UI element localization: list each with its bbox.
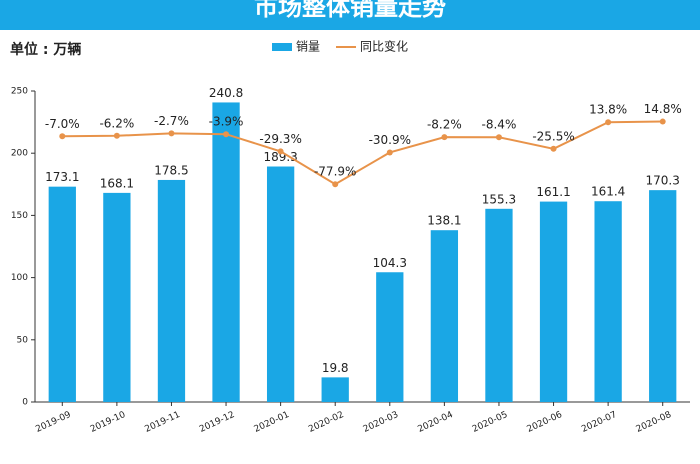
x-tick-label: 2019-10 [89, 410, 128, 435]
y-tick-label: 250 [11, 87, 28, 97]
x-tick-label: 2020-03 [362, 410, 400, 435]
y-tick-label: 100 [11, 273, 28, 283]
legend-label: 同比变化 [360, 39, 408, 54]
x-tick-label: 2020-01 [253, 410, 291, 435]
bar-value-label: 189.3 [263, 150, 297, 164]
line-point [277, 148, 284, 155]
line-point [605, 119, 612, 126]
y-tick-label: 200 [11, 149, 28, 159]
x-tick-label: 2020-08 [635, 410, 674, 435]
line-value-label: 13.8% [589, 103, 627, 117]
line-point [386, 149, 393, 156]
x-tick-label: 2020-06 [526, 410, 565, 435]
legend-label: 销量 [296, 40, 320, 54]
line-point [168, 130, 175, 137]
line-value-label: -30.9% [369, 133, 411, 147]
line [62, 120, 663, 186]
chart-title: 市场整体销量走势 [254, 0, 446, 21]
x-tick-label: 2019-11 [143, 410, 181, 435]
line-point [332, 181, 339, 188]
line-value-label: -6.2% [99, 116, 134, 130]
bar [649, 190, 677, 402]
bar-value-label: 173.1 [45, 170, 79, 184]
line-point [659, 118, 666, 125]
x-tick-label: 2019-12 [198, 410, 236, 435]
bar [103, 192, 131, 402]
y-tick-label: 0 [22, 398, 28, 408]
x-tick-label: 2020-02 [307, 410, 345, 435]
bar-value-label: 168.1 [100, 176, 134, 190]
line-point [495, 134, 502, 141]
bar-value-label: 170.3 [646, 174, 680, 188]
line-value-label: -25.5% [532, 129, 574, 143]
bar-value-label: 104.3 [373, 256, 407, 270]
line-value-label: 14.8% [644, 102, 682, 116]
line-value-label: -8.2% [427, 118, 462, 132]
bar [321, 377, 349, 402]
bar-value-label: 138.1 [427, 214, 461, 228]
unit-label: 单位 : 万辆 [10, 41, 81, 58]
bar-value-label: 240.8 [209, 86, 243, 100]
bar [376, 272, 404, 402]
bar-value-label: 155.3 [482, 192, 516, 206]
bar [594, 201, 622, 402]
line-value-label: -3.9% [209, 115, 244, 129]
title-banner [0, 0, 700, 30]
bar-value-label: 161.4 [591, 185, 625, 199]
bar [212, 102, 240, 403]
line-point [550, 145, 557, 152]
bar-value-label: 178.5 [154, 163, 188, 177]
line-point [59, 133, 66, 140]
bar-value-label: 19.8 [322, 361, 349, 375]
x-tick-label: 2020-04 [416, 410, 455, 435]
bar [157, 179, 186, 402]
bar [485, 208, 513, 402]
bar [539, 201, 568, 402]
line-value-label: -77.9% [314, 165, 356, 179]
legend-swatch [272, 43, 292, 51]
line-value-label: -29.3% [259, 132, 301, 146]
line-value-label: -8.4% [482, 118, 517, 132]
line-point [441, 134, 448, 141]
y-tick-label: 150 [11, 211, 28, 221]
y-tick-label: 50 [17, 335, 29, 345]
bar [48, 186, 76, 402]
x-tick-label: 2020-05 [471, 410, 509, 435]
line-value-label: -2.7% [154, 114, 189, 128]
x-tick-label: 2019-09 [34, 410, 73, 435]
line-point [223, 131, 230, 138]
line-point [113, 132, 120, 139]
bar-value-label: 161.1 [536, 185, 570, 199]
bar [430, 230, 459, 402]
x-tick-label: 2020-07 [580, 410, 618, 435]
bar [266, 166, 295, 402]
line-value-label: -7.0% [45, 117, 80, 131]
